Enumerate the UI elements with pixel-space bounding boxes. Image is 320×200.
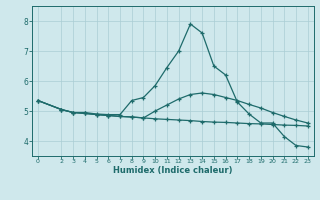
X-axis label: Humidex (Indice chaleur): Humidex (Indice chaleur) [113, 166, 233, 175]
